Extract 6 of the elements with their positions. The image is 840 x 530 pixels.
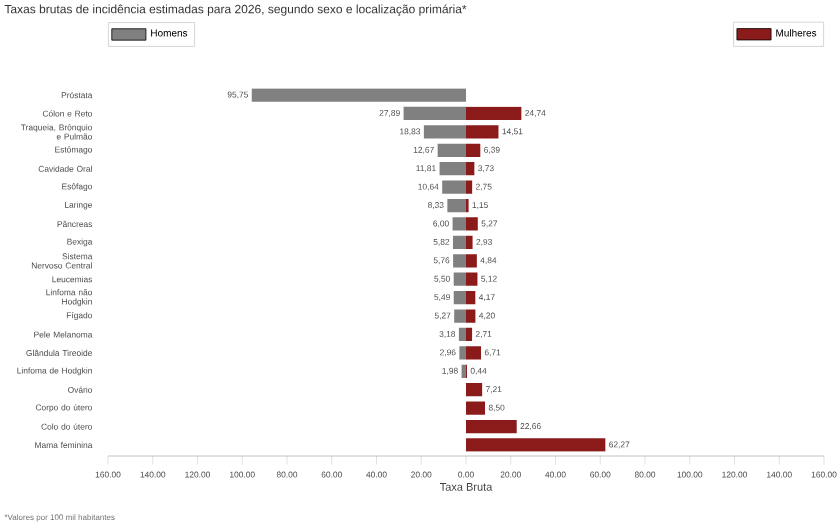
bar bbox=[466, 383, 483, 397]
bar bbox=[447, 198, 466, 213]
bar bbox=[251, 88, 466, 102]
bar bbox=[466, 401, 486, 415]
bar bbox=[466, 419, 517, 434]
bar bbox=[466, 438, 606, 452]
